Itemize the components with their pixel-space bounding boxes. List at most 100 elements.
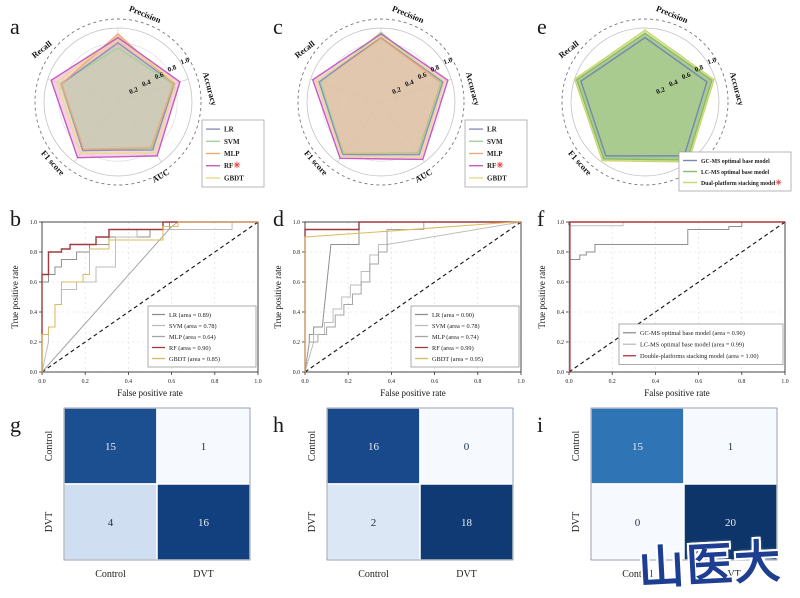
legend-label-RF: RF✳ <box>224 160 241 170</box>
roc-y-tick-label: 0.4 <box>557 310 564 316</box>
confusion-row-label-Control: Control <box>44 431 55 462</box>
radar-tick-label: 0.2 <box>128 85 139 96</box>
roc-x-tick-label: 0.8 <box>211 379 218 385</box>
legend-label-GBDT: GBDT (area = 0.85) <box>169 356 220 363</box>
watermark: 山医大 <box>637 533 784 596</box>
roc-x-tick-label: 0.8 <box>474 379 481 385</box>
legend-label-MLP: MLP <box>224 150 240 158</box>
confusion-cell-value: 16 <box>368 441 380 453</box>
confusion-cell-DVT-Control <box>590 483 685 561</box>
roc-x-tick-label: 0.2 <box>345 379 352 385</box>
roc-x-tick-label: 0.4 <box>125 379 132 385</box>
radar-tick-label: 0.4 <box>668 78 679 89</box>
roc-x-tick-label: 0.2 <box>609 379 616 385</box>
roc-legend-box <box>410 305 520 368</box>
radar-fill-MLP <box>319 38 441 154</box>
radar-axis-label-Precision: Precision <box>128 3 163 25</box>
confusion-matrix-g: 15 1 4 16 Control DVT Control DVT <box>44 407 251 580</box>
radar-axis-label-Precision: Precision <box>655 3 690 25</box>
roc-y-tick-label: 1.0 <box>30 220 37 226</box>
roc-x-tick-label: 0.0 <box>38 379 45 385</box>
roc-chart-f: 0.0 0.2 0.4 0.6 0.8 1.0 0.0 0.2 0.4 0.6 0.8 1.0 Fals… <box>537 220 789 398</box>
roc-curve-RF <box>41 221 258 372</box>
radar-tick-label: 1.0 <box>442 56 453 67</box>
legend-label-LR: LR <box>487 126 498 134</box>
radar-line-GBDT <box>55 35 177 155</box>
radar-tick-label: 0.6 <box>681 70 692 81</box>
radar-line-RF <box>50 36 181 159</box>
panel-c-label: c <box>273 14 283 39</box>
panel-f-roc-chart: f 0.0 0.2 0.4 0.6 0.8 1.0 0.0 0.2 0.4 0.6 0.8 1.0 Fa… <box>533 200 795 400</box>
roc-y-tick-label: 0.6 <box>293 280 300 286</box>
legend-label-Dual-platform stacking model: Dual-platform stacking model✳ <box>701 178 782 187</box>
roc-curve-Double-platforms stacking model <box>569 221 785 373</box>
confusion-cell-value: 20 <box>725 517 737 529</box>
roc-legend-box <box>618 323 784 365</box>
confusion-cell-value: 1 <box>201 441 207 453</box>
roc-x-tick-label: 0.8 <box>738 379 745 385</box>
legend-label-MLP: MLP (area = 0.74) <box>432 334 479 341</box>
panel-c-radar-chart: c 0.2 0.4 0.6 0.8 1.0 Precision Accuracy AUC F1 … <box>269 2 531 200</box>
roc-chance-diagonal <box>568 221 786 373</box>
roc-x-tick-label: 0.4 <box>652 379 659 385</box>
confusion-col-label-DVT: DVT <box>720 569 741 580</box>
panel-i-label: i <box>537 412 544 437</box>
radar-tick-label: 0.8 <box>167 63 178 74</box>
roc-y-tick-label: 0.0 <box>293 370 300 376</box>
radar-chart-a: 0.20.40.60.81.0 Precision Accuracy AUC F1 sc… <box>30 3 265 188</box>
legend-label-LR: LR (area = 0.90) <box>432 312 474 319</box>
confusion-border <box>326 407 514 561</box>
legend-label-LR: LR (area = 0.89) <box>169 312 211 319</box>
roc-y-tick-label: 0.6 <box>30 280 37 286</box>
roc-curve-MLP <box>304 221 521 373</box>
confusion-cell-DVT-DVT <box>156 483 251 561</box>
confusion-col-label-Control: Control <box>95 569 126 580</box>
roc-ylabel: True positive rate <box>10 265 20 328</box>
legend-label-LC-MS optimal base model: LC-MS optimal base model <box>701 170 770 176</box>
roc-x-tick-label: 1.0 <box>517 379 524 385</box>
radar-tick-label: 1.0 <box>706 56 717 67</box>
roc-x-tick-label: 0.6 <box>695 379 702 385</box>
confusion-border <box>590 407 778 561</box>
radar-axis-label-Accuracy: Accuracy <box>728 71 747 108</box>
confusion-col-label-Control: Control <box>358 569 389 580</box>
radar-axis-label-Accuracy: Accuracy <box>201 71 220 108</box>
radar-tick-label: 0.4 <box>141 78 152 89</box>
radar-fill-SVM <box>60 47 173 151</box>
legend-label-RF: RF (area = 0.99) <box>432 345 474 352</box>
radar-axis-label-AUC: AUC <box>413 167 434 185</box>
confusion-cell-DVT-DVT <box>683 483 778 561</box>
legend-label-MLP: MLP (area = 0.64) <box>169 334 216 341</box>
panel-e-label: e <box>537 14 547 39</box>
confusion-cell-Control-Control <box>326 407 421 485</box>
legend-label-SVM: SVM (area = 0.78) <box>432 323 480 330</box>
confusion-col-label-DVT: DVT <box>193 569 214 580</box>
roc-chart-d: 0.0 0.2 0.4 0.6 0.8 1.0 0.0 0.2 0.4 0.6 0.8 1.0 Fals… <box>273 220 525 398</box>
confusion-cell-Control-DVT <box>419 407 514 485</box>
legend-label-RF: RF (area = 0.90) <box>169 345 211 352</box>
radar-legend-box <box>678 151 792 192</box>
confusion-matrix-h: 16 0 2 18 Control DVT Control DVT <box>307 407 514 580</box>
roc-y-tick-label: 0.2 <box>30 340 37 346</box>
confusion-col-label-DVT: DVT <box>456 569 477 580</box>
roc-y-tick-label: 0.8 <box>557 250 564 256</box>
legend-label-SVM: SVM (area = 0.78) <box>169 323 217 330</box>
roc-y-tick-label: 0.0 <box>557 370 564 376</box>
radar-fill-LC-MS optimal base model <box>576 33 712 161</box>
confusion-cell-value: 15 <box>632 441 644 453</box>
roc-xlabel: False positive rate <box>644 388 709 398</box>
roc-curve-GBDT <box>41 221 258 372</box>
roc-x-tick-label: 1.0 <box>781 379 788 385</box>
radar-outer-dashed-circle <box>561 18 729 186</box>
radar-chart-c: 0.20.40.60.81.0 Precision Accuracy AUC F1 sc… <box>293 3 528 188</box>
legend-label-MLP: MLP <box>487 150 503 158</box>
roc-y-tick-label: 1.0 <box>293 220 300 226</box>
confusion-col-label-Control: Control <box>622 569 653 580</box>
roc-chance-diagonal <box>41 221 259 373</box>
radar-line-Dual-platform stacking model <box>573 29 715 163</box>
confusion-cell-value: 18 <box>461 517 473 529</box>
roc-x-tick-label: 0.6 <box>168 379 175 385</box>
radar-outer-dashed-circle <box>34 18 202 186</box>
radar-tick-label: 0.2 <box>655 85 666 96</box>
roc-y-tick-label: 0.4 <box>30 310 37 316</box>
